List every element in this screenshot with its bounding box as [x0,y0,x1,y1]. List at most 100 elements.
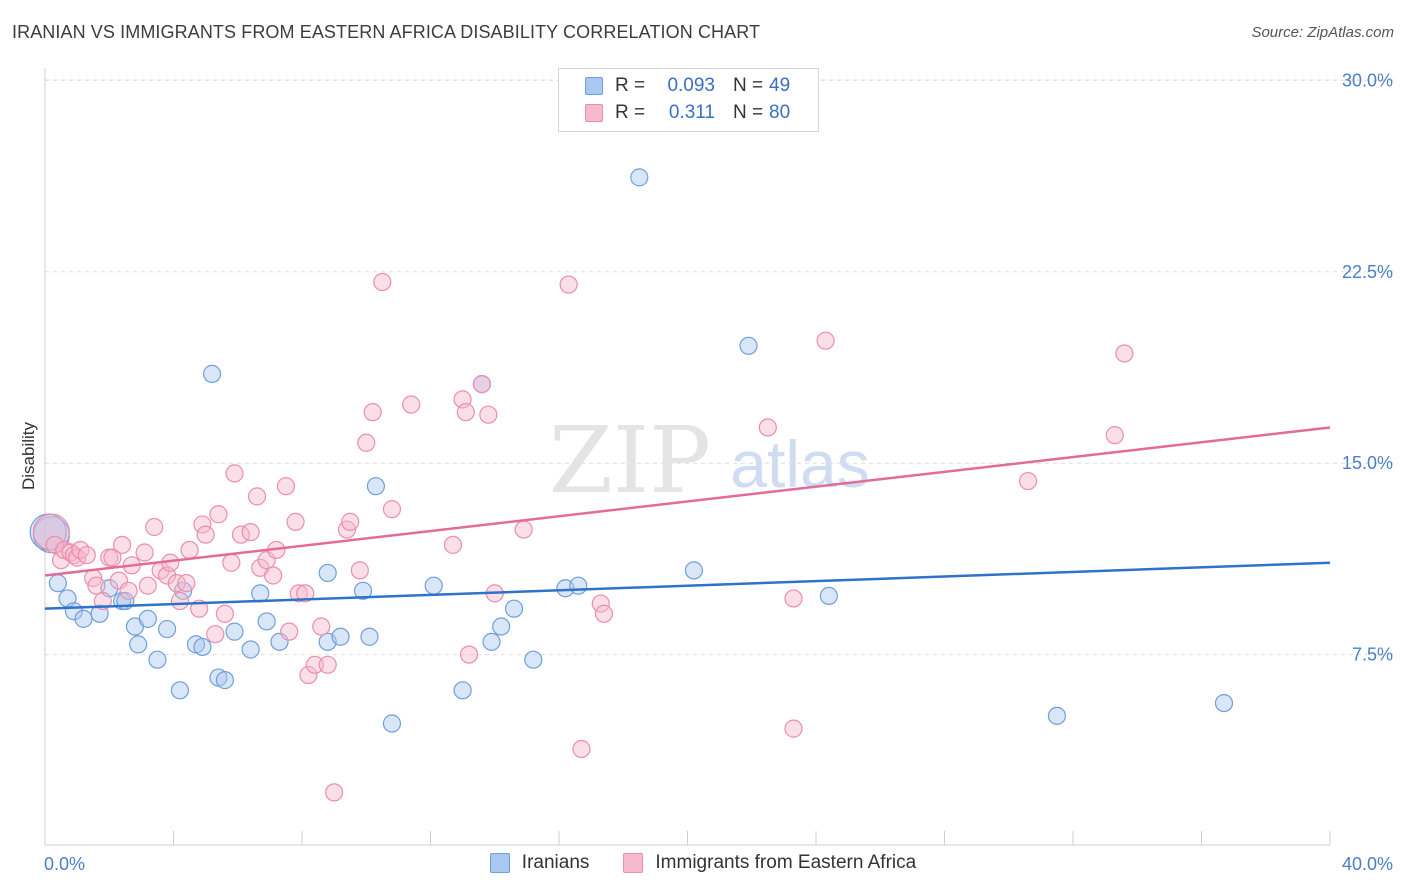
eastern-africa-point [87,576,106,595]
eastern-africa-point [206,625,225,644]
scatter-points [29,168,1234,802]
iranians-point [74,609,93,628]
x-tick-label: 0.0% [44,854,85,874]
eastern-africa-point [472,374,491,394]
legend-r-value: 0.311 [668,102,715,123]
iranians-point [331,627,350,646]
eastern-africa-point [167,574,186,593]
iranians-point [366,477,385,496]
iranians-point [819,586,838,606]
series-legend-label: Iranians [521,852,590,873]
source-credit: Source: ZipAtlas.com [1251,24,1394,41]
eastern-africa-point [177,574,196,593]
iranians-point [353,581,373,600]
eastern-africa-point [559,275,578,294]
eastern-africa-point [225,464,244,483]
eastern-africa-point [572,739,591,759]
chart-title: IRANIAN VS IMMIGRANTS FROM EASTERN AFRIC… [12,22,761,42]
series-legend-iranians[interactable]: Iranians [489,852,590,874]
eastern-africa-point [382,500,402,519]
iranians-point [382,714,402,733]
eastern-africa-point [758,418,777,437]
axis-labels: 7.5% 15.0% 22.5% 30.0% 0.0% 40.0% Disability [19,70,1393,874]
eastern-africa-point [479,405,498,424]
y-tick-label: 22.5% [1342,262,1393,282]
iranians-point [129,635,148,654]
legend-row-iranians: R = 0.093 N = 49 [585,75,790,97]
series-legend-eastern-africa[interactable]: Immigrants from Eastern Africa [623,852,916,874]
eastern-africa-point [45,535,64,554]
trend-lines [44,426,1331,610]
eastern-africa-point [784,719,803,738]
eastern-africa-point [263,566,283,585]
iranians-point [424,576,443,595]
eastern-africa-point [305,655,324,674]
iranians-point [504,599,524,618]
series-legend-label: Immigrants from Eastern Africa [655,852,917,873]
eastern-africa-point [276,477,296,496]
x-tick-label: 40.0% [1342,854,1393,874]
eastern-africa-point [591,594,610,613]
legend-r-value: 0.093 [667,75,715,96]
eastern-africa-point [325,783,344,802]
eastern-africa-point [1105,426,1124,445]
eastern-africa-point [350,561,369,580]
iranians-point [257,612,276,631]
iranians-point [138,609,157,628]
iranians-point [524,650,543,669]
legend-r-label: R = [615,102,646,123]
eastern-africa-point [363,403,382,422]
iranians-point [241,640,260,659]
iranians-point [318,563,337,583]
y-tick-label: 15.0% [1342,453,1393,473]
iranians-point [360,627,379,646]
legend-n-value: 80 [769,102,791,123]
eastern-africa-point [341,512,360,531]
eastern-africa-point [222,553,241,572]
eastern-africa-point [119,581,138,600]
eastern-africa-point [241,523,260,542]
eastern-africa-point [459,645,479,664]
iranians-point [492,617,511,636]
legend-n-value: 49 [769,75,791,96]
eastern-africa-point [373,272,392,292]
legend-row-eastern-africa: R = 0.311 N = 80 [585,102,790,124]
eastern-africa-point [816,331,835,350]
iranians-trend-line [44,561,1331,610]
iranians-point [48,574,67,593]
legend-r-label: R = [615,75,646,96]
iranians-point [739,336,758,355]
eastern-africa-point [514,520,533,539]
eastern-africa-point [296,584,315,603]
iranians-point [569,576,588,595]
eastern-africa-point [402,395,421,414]
iranians-point [225,622,244,641]
y-axis-label: Disability [19,421,38,490]
iranians-point [170,681,190,700]
legend-swatch-iranians [585,77,603,95]
iranians-point [630,168,649,187]
correlation-legend: R = 0.093 N = 49 R = 0.311 N = 80 [558,68,819,132]
eastern-africa-point [103,548,122,567]
eastern-africa-point [135,543,154,562]
iranians-point [157,619,177,639]
eastern-africa-point [286,512,305,531]
eastern-africa-point [318,655,337,674]
y-tick-label: 7.5% [1352,645,1393,665]
eastern-africa-point [312,617,331,636]
eastern-africa-point [280,622,299,641]
eastern-africa-point [357,433,376,452]
eastern-africa-point [193,515,212,534]
eastern-africa-point [138,576,157,595]
iranians-point [251,584,270,603]
series-swatch-eastern-africa [623,853,644,873]
eastern-africa-point [196,525,215,544]
legend-swatch-eastern-africa [585,104,603,122]
iranians-point [453,681,472,700]
iranians-point [202,364,222,383]
iranians-point [1214,693,1234,713]
eastern-africa-point [112,535,132,554]
y-tick-label: 30.0% [1342,70,1393,90]
series-legend: Iranians Immigrants from Eastern Africa [0,852,1406,874]
eastern-africa-point [145,517,164,537]
